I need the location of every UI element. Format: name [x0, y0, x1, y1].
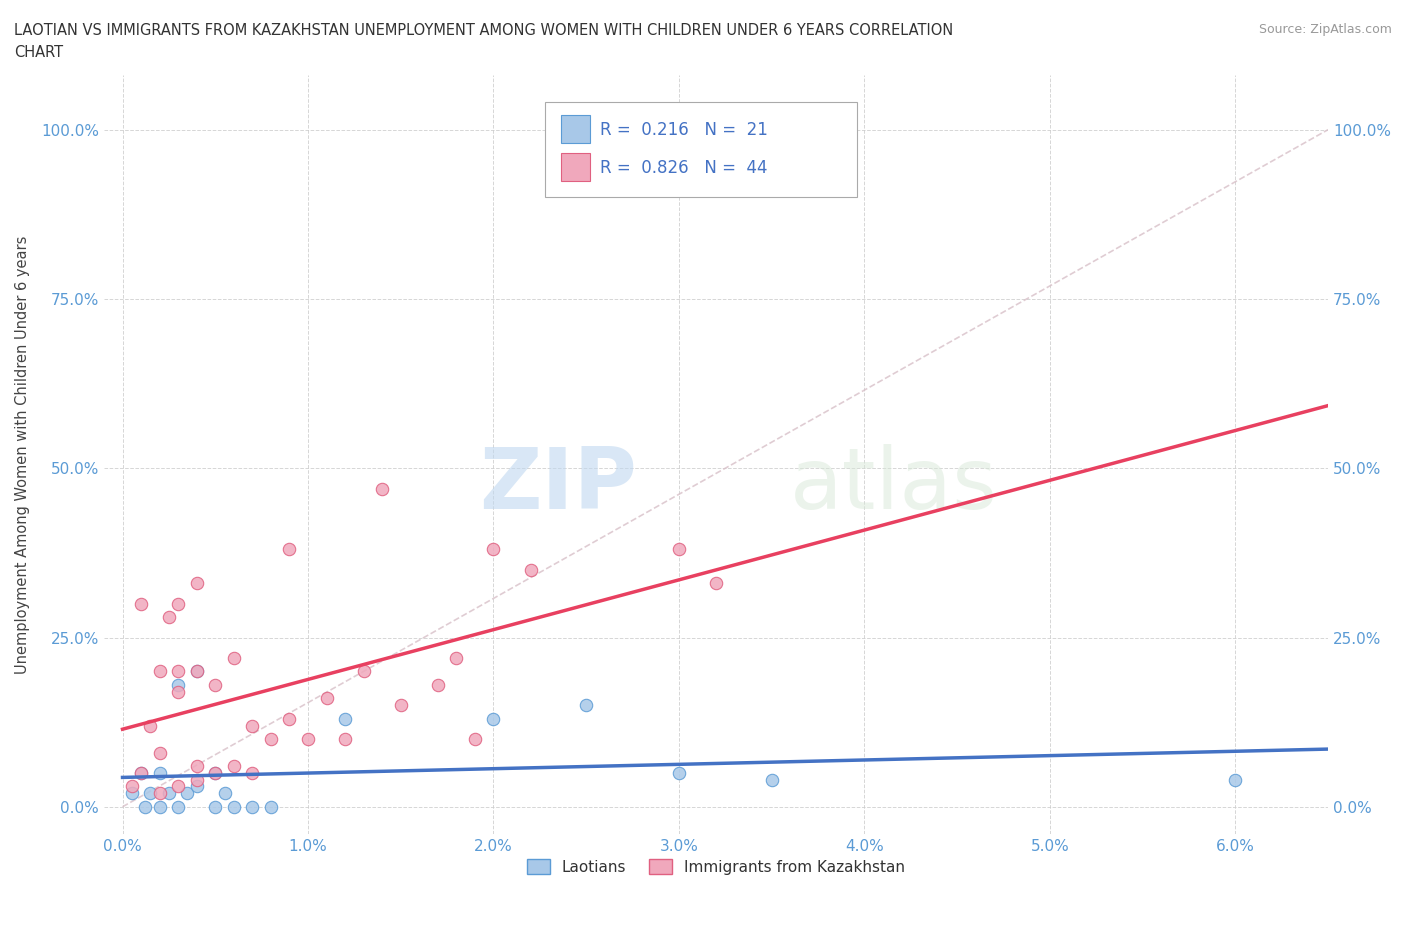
Point [204, 765, 226, 780]
Point [204, 765, 226, 780]
Point [575, 698, 598, 712]
Point [167, 684, 190, 699]
Point [167, 800, 190, 815]
Point [204, 800, 226, 815]
Point [149, 800, 172, 815]
Text: atlas: atlas [790, 444, 997, 526]
Text: CHART: CHART [14, 45, 63, 60]
Point [353, 664, 375, 679]
Point [176, 786, 198, 801]
Point [186, 576, 208, 591]
Point [157, 786, 180, 801]
Point [260, 800, 283, 815]
Point [139, 718, 162, 733]
Point [240, 800, 263, 815]
Point [186, 772, 208, 787]
Point [240, 765, 263, 780]
Point [129, 765, 152, 780]
Point [149, 745, 172, 760]
Point [482, 542, 505, 557]
Point [704, 576, 727, 591]
Point [186, 664, 208, 679]
Point [149, 786, 172, 801]
Point [129, 765, 152, 780]
Point [668, 765, 690, 780]
Text: Source: ZipAtlas.com: Source: ZipAtlas.com [1258, 23, 1392, 36]
FancyBboxPatch shape [544, 102, 856, 197]
Legend: Laotians, Immigrants from Kazakhstan: Laotians, Immigrants from Kazakhstan [520, 853, 911, 881]
Point [167, 596, 190, 611]
Point [139, 786, 162, 801]
Point [482, 711, 505, 726]
Point [222, 800, 245, 815]
FancyBboxPatch shape [561, 153, 591, 180]
Point [668, 542, 690, 557]
Point [464, 732, 486, 747]
Point [129, 596, 152, 611]
Point [371, 481, 394, 496]
Point [186, 664, 208, 679]
Point [167, 677, 190, 692]
Text: LAOTIAN VS IMMIGRANTS FROM KAZAKHSTAN UNEMPLOYMENT AMONG WOMEN WITH CHILDREN UND: LAOTIAN VS IMMIGRANTS FROM KAZAKHSTAN UN… [14, 23, 953, 38]
Point [297, 732, 319, 747]
Text: ZIP: ZIP [478, 444, 637, 526]
Point [426, 677, 449, 692]
Point [315, 691, 337, 706]
Point [222, 759, 245, 774]
Point [214, 786, 236, 801]
Point [761, 772, 783, 787]
Point [134, 800, 156, 815]
Point [278, 542, 301, 557]
FancyBboxPatch shape [561, 115, 591, 143]
Point [222, 650, 245, 665]
Point [1225, 772, 1247, 787]
Point [121, 786, 143, 801]
Point [167, 779, 190, 794]
Point [240, 718, 263, 733]
Point [186, 759, 208, 774]
Point [446, 650, 468, 665]
Point [389, 698, 412, 712]
Point [278, 711, 301, 726]
Point [333, 711, 356, 726]
Point [204, 677, 226, 692]
Point [121, 779, 143, 794]
Point [519, 563, 541, 578]
Point [260, 732, 283, 747]
Point [167, 664, 190, 679]
Point [333, 732, 356, 747]
Point [186, 779, 208, 794]
Text: R =  0.826   N =  44: R = 0.826 N = 44 [600, 159, 768, 177]
Point [149, 765, 172, 780]
Text: R =  0.216   N =  21: R = 0.216 N = 21 [600, 121, 768, 140]
Point [149, 664, 172, 679]
Point [157, 610, 180, 625]
Y-axis label: Unemployment Among Women with Children Under 6 years: Unemployment Among Women with Children U… [15, 235, 30, 674]
